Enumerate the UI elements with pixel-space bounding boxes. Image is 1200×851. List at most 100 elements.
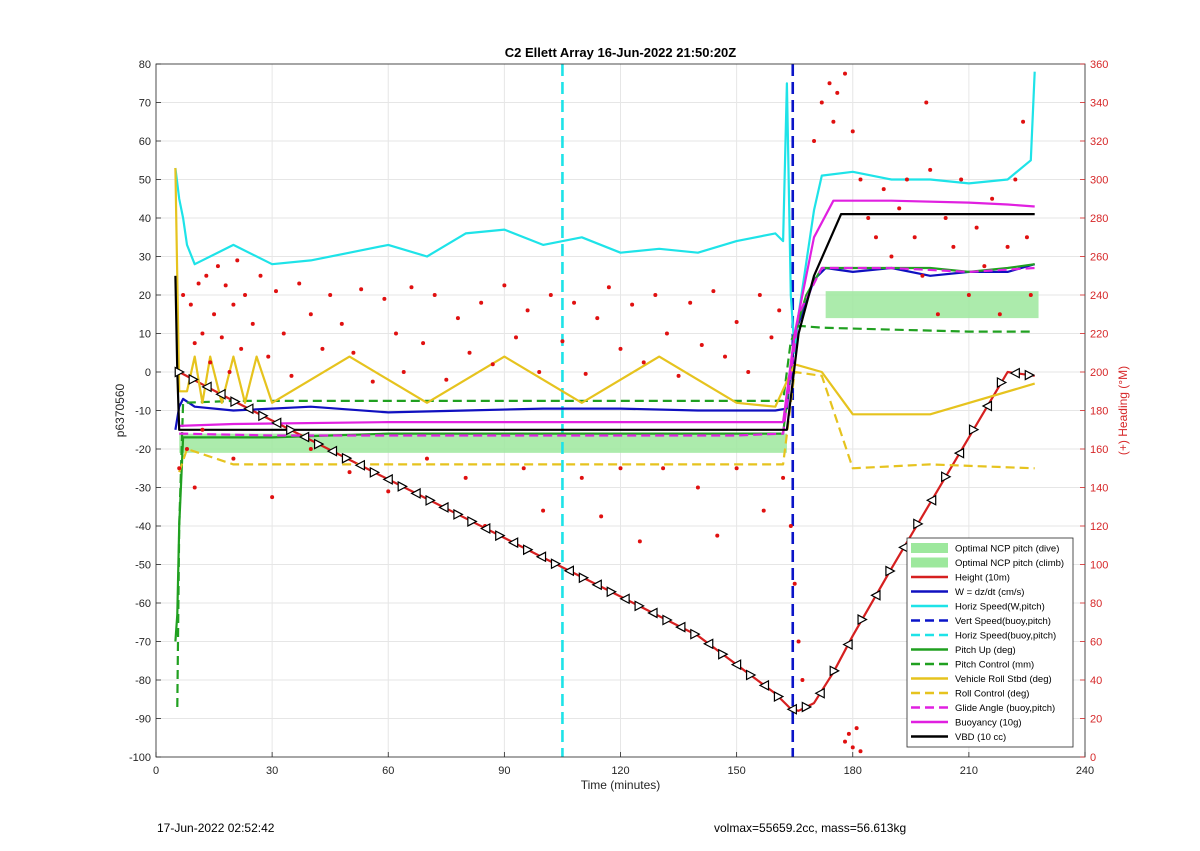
x-tick-label: 30: [266, 765, 278, 777]
heading-point: [819, 100, 824, 105]
heading-point: [212, 312, 217, 317]
y2-tick-label: 260: [1090, 252, 1108, 264]
heading-point: [781, 475, 786, 480]
y-tick-label: -10: [135, 406, 151, 418]
height-marker: [925, 494, 937, 506]
height-marker: [480, 523, 491, 535]
height-marker: [578, 572, 590, 584]
y2-tick-label: 360: [1090, 59, 1108, 71]
height-marker: [188, 373, 199, 385]
heading-point: [661, 466, 666, 471]
height-marker: [313, 438, 325, 450]
heading-point: [370, 379, 375, 384]
legend-entry-label: Glide Angle (buoy,pitch): [955, 703, 1055, 714]
heading-point: [250, 321, 255, 326]
heading-point: [281, 331, 286, 336]
height-marker: [786, 703, 797, 715]
heading-point: [513, 335, 518, 340]
y-tick-label: -40: [135, 521, 151, 533]
height-marker: [773, 691, 785, 703]
heading-point: [192, 485, 197, 490]
y2-tick-label: 120: [1090, 521, 1108, 533]
heading-point: [897, 206, 902, 211]
heading-point: [227, 370, 232, 374]
heading-point: [231, 302, 236, 307]
x-tick-label: 60: [382, 765, 394, 777]
heading-point: [812, 139, 817, 143]
heading-point: [204, 273, 209, 278]
heading-point: [641, 360, 646, 365]
heading-point: [843, 71, 848, 76]
heading-point: [982, 264, 987, 269]
height-marker: [563, 565, 575, 577]
y2-axis-label: (+) Heading (°M): [1116, 366, 1130, 455]
heading-point: [1021, 119, 1026, 124]
height-marker: [690, 628, 701, 640]
heading-point: [548, 293, 553, 297]
height-marker: [885, 565, 896, 577]
y-tick-label: -20: [135, 444, 151, 456]
series-line: [174, 213, 1035, 431]
heading-point: [424, 456, 429, 461]
heading-point: [889, 254, 894, 259]
height-marker: [174, 366, 186, 378]
legend-swatch: [911, 543, 948, 553]
heading-point: [200, 427, 205, 432]
y2-tick-label: 340: [1090, 98, 1108, 110]
heading-point: [401, 370, 406, 374]
height-marker: [953, 447, 965, 459]
heading-point: [850, 745, 855, 750]
ncp-band: [179, 433, 787, 453]
height-marker: [730, 659, 742, 671]
heading-point: [618, 346, 623, 351]
heading-point: [215, 264, 220, 269]
footer-params: volmax=55659.2cc, mass=56.613kg: [714, 821, 907, 835]
legend-entry-label: VBD (10 cc): [955, 732, 1006, 743]
heading-point: [723, 354, 728, 359]
heading-point: [699, 343, 704, 348]
heading-point: [1028, 293, 1033, 297]
heading-point: [835, 90, 840, 95]
heading-point: [904, 177, 909, 182]
y2-tick-label: 40: [1090, 675, 1102, 687]
heading-point: [382, 296, 387, 301]
legend-entry-label: Horiz Speed(buoy,pitch): [955, 631, 1056, 642]
y2-tick-label: 180: [1090, 406, 1108, 418]
heading-point: [843, 739, 848, 744]
heading-point: [208, 360, 213, 365]
legend-entry-label: Horiz Speed(W,pitch): [955, 602, 1045, 613]
height-marker: [647, 607, 658, 619]
y2-tick-label: 220: [1090, 329, 1108, 341]
y2-tick-label: 80: [1090, 598, 1102, 610]
height-marker: [230, 396, 241, 408]
heading-point: [827, 81, 832, 86]
heading-point: [219, 335, 224, 340]
height-marker: [941, 471, 952, 483]
heading-point: [831, 119, 836, 124]
heading-point: [537, 370, 542, 374]
y-tick-label: -50: [135, 560, 151, 572]
height-marker: [298, 431, 310, 443]
heading-point: [479, 300, 484, 305]
height-marker: [258, 410, 269, 422]
y2-tick-label: 200: [1090, 367, 1108, 379]
heading-point: [490, 362, 495, 367]
height-marker: [634, 600, 645, 612]
height-marker: [453, 508, 464, 520]
heading-point: [351, 350, 356, 355]
heading-point: [715, 533, 720, 538]
y-tick-label: 30: [139, 252, 151, 264]
height-marker: [702, 638, 714, 650]
heading-point: [688, 300, 693, 305]
heading-point: [676, 373, 681, 378]
heading-point: [796, 639, 801, 644]
height-marker: [981, 400, 993, 412]
height-marker: [1024, 369, 1036, 381]
height-marker: [591, 579, 602, 591]
heading-point: [599, 514, 604, 519]
heading-point: [521, 466, 526, 471]
heading-point: [266, 354, 271, 359]
heading-point: [243, 293, 248, 297]
series-line: [174, 71, 1036, 354]
heading-point: [184, 447, 189, 451]
